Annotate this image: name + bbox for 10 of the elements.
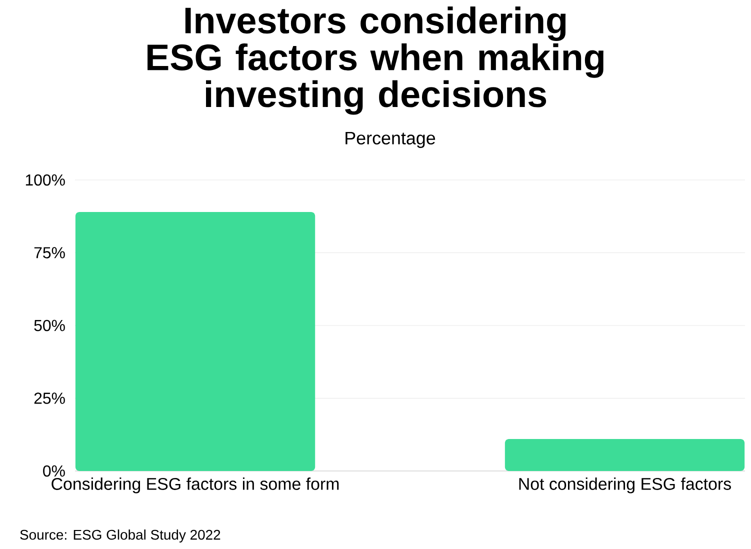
x-tick-label: Not considering ESG factors (519, 478, 731, 494)
source-note: Source: ESG Global Study 2022 (20, 529, 220, 542)
y-tick-label: 0% (43, 465, 65, 477)
x-tick-label: Considering ESG factors in some form (52, 478, 339, 494)
chart-subtitle: Percentage (346, 132, 436, 148)
y-tick-label: 100% (26, 174, 65, 186)
chart-title: Investors considering ESG factors when making investing decisions (148, 6, 604, 115)
y-tick-label: 25% (34, 392, 65, 404)
y-tick-label: 75% (34, 247, 65, 258)
y-tick-label: 50% (34, 320, 65, 332)
